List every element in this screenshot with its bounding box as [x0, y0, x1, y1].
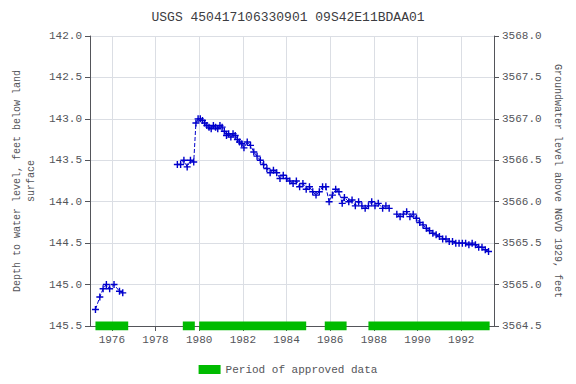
svg-text:1990: 1990 — [404, 334, 430, 346]
svg-text:3568.0: 3568.0 — [502, 30, 542, 42]
svg-text:1980: 1980 — [186, 334, 212, 346]
svg-text:143.5: 143.5 — [49, 154, 82, 166]
svg-text:1978: 1978 — [142, 334, 168, 346]
svg-text:USGS 450417106330901 09S42E11B: USGS 450417106330901 09S42E11BDAA01 — [151, 10, 424, 25]
svg-text:3566.5: 3566.5 — [502, 154, 542, 166]
svg-text:1984: 1984 — [273, 334, 300, 346]
svg-text:142.5: 142.5 — [49, 71, 82, 83]
svg-text:142.0: 142.0 — [49, 30, 82, 42]
svg-text:3564.5: 3564.5 — [502, 320, 542, 332]
svg-text:3567.5: 3567.5 — [502, 71, 542, 83]
svg-text:1992: 1992 — [448, 334, 474, 346]
svg-text:1982: 1982 — [230, 334, 256, 346]
svg-text:3567.0: 3567.0 — [502, 113, 542, 125]
svg-text:Groundwater level above NGVD 1: Groundwater level above NGVD 1929, feet — [552, 64, 563, 298]
svg-text:3565.5: 3565.5 — [502, 237, 542, 249]
svg-text:1986: 1986 — [317, 334, 343, 346]
svg-text:145.0: 145.0 — [49, 279, 82, 291]
svg-text:1988: 1988 — [361, 334, 387, 346]
svg-text:3565.0: 3565.0 — [502, 279, 542, 291]
svg-text:surface: surface — [26, 160, 37, 202]
svg-text:Period of approved data: Period of approved data — [226, 364, 378, 376]
svg-text:144.0: 144.0 — [49, 196, 82, 208]
svg-text:144.5: 144.5 — [49, 237, 82, 249]
svg-text:3566.0: 3566.0 — [502, 196, 542, 208]
svg-text:145.5: 145.5 — [49, 320, 82, 332]
svg-text:143.0: 143.0 — [49, 113, 82, 125]
svg-text:1976: 1976 — [99, 334, 125, 346]
svg-text:Depth to water level, feet bel: Depth to water level, feet below land — [12, 70, 23, 292]
